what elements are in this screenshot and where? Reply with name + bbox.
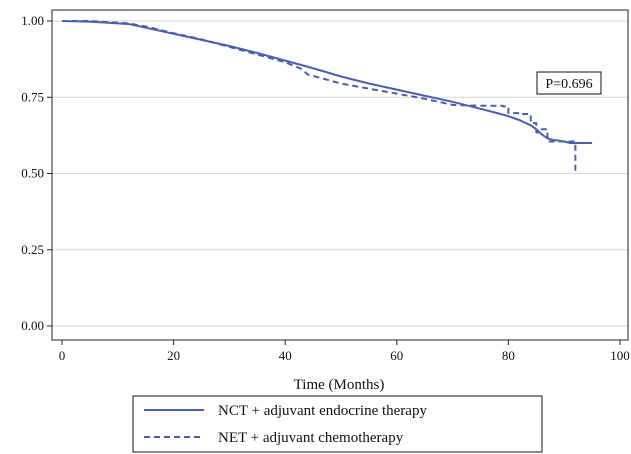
x-tick-label: 40 [279, 348, 292, 363]
y-tick-label: 1.00 [21, 13, 44, 28]
y-tick-label: 0.00 [21, 318, 44, 333]
x-tick-label: 20 [167, 348, 180, 363]
x-tick-label: 60 [390, 348, 403, 363]
y-tick-label: 0.25 [21, 242, 44, 257]
y-tick-label: 0.75 [21, 89, 44, 104]
axis-layer: 0.00 0.25 0.50 0.75 1.00 0 20 40 60 80 100 [21, 13, 630, 363]
legend: NCT + adjuvant endocrine therapy NET + a… [132, 395, 543, 453]
x-tick-label: 0 [59, 348, 66, 363]
p-value-annotation: P=0.696 [536, 71, 602, 95]
y-tick-label: 0.50 [21, 166, 44, 181]
p-value-label: P=0.696 [545, 77, 592, 92]
legend-label-net-chemotherapy: NET + adjuvant chemotherapy [218, 430, 404, 446]
legend-box [132, 395, 543, 453]
p-value-box [536, 71, 602, 95]
series-line-net-chemotherapy [62, 20, 577, 172]
legend-label-nct-endocrine: NCT + adjuvant endocrine therapy [218, 403, 427, 419]
plot-frame [51, 9, 629, 341]
series-layer [61, 20, 593, 172]
x-tick-label: 80 [502, 348, 515, 363]
x-axis-title: Time (Months) [294, 377, 385, 393]
x-tick-label: 100 [610, 348, 630, 363]
grid-layer [52, 20, 628, 327]
